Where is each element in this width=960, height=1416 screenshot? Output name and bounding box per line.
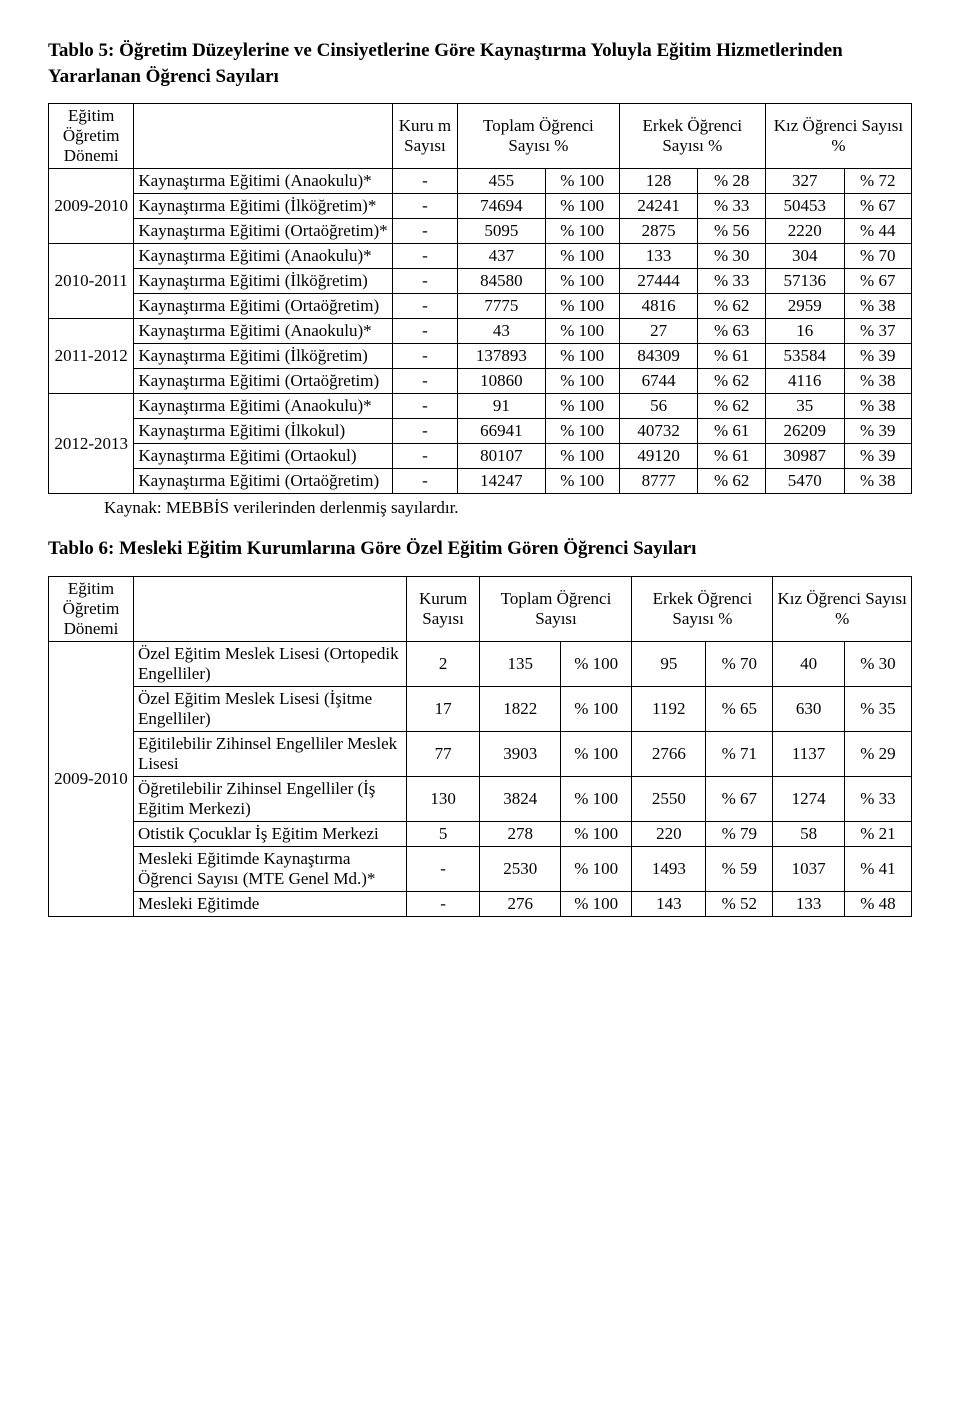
table-row: Kaynaştırma Eğitimi (Ortaöğretim)-14247%… bbox=[49, 469, 912, 494]
table6: Eğitim Öğretim DönemiKurum SayısıToplam … bbox=[48, 576, 912, 917]
table-row: 2009-2010Özel Eğitim Meslek Lisesi (Orto… bbox=[49, 641, 912, 686]
period-cell: 2012-2013 bbox=[49, 394, 134, 494]
table-row: Öğretilebilir Zihinsel Engelliler (İş Eğ… bbox=[49, 776, 912, 821]
table6-title: Tablo 6: Mesleki Eğitim Kurumlarına Göre… bbox=[48, 536, 912, 562]
table6-header-row: Eğitim Öğretim DönemiKurum SayısıToplam … bbox=[49, 576, 912, 641]
period-cell: 2009-2010 bbox=[49, 641, 134, 916]
table-row: Mesleki Eğitimde-276% 100143% 52133% 48 bbox=[49, 891, 912, 916]
table-row: Özel Eğitim Meslek Lisesi (İşitme Engell… bbox=[49, 686, 912, 731]
table-row: Kaynaştırma Eğitimi (İlköğretim)-84580% … bbox=[49, 269, 912, 294]
table-row: Otistik Çocuklar İş Eğitim Merkezi5278% … bbox=[49, 821, 912, 846]
table-row: Kaynaştırma Eğitimi (Ortaokul)-80107% 10… bbox=[49, 444, 912, 469]
period-cell: 2009-2010 bbox=[49, 169, 134, 244]
table-row: Kaynaştırma Eğitimi (İlköğretim)-137893%… bbox=[49, 344, 912, 369]
table-row: 2011-2012Kaynaştırma Eğitimi (Anaokulu)*… bbox=[49, 319, 912, 344]
table-row: Kaynaştırma Eğitimi (İlkokul)-66941% 100… bbox=[49, 419, 912, 444]
table-row: Kaynaştırma Eğitimi (Ortaöğretim)-10860%… bbox=[49, 369, 912, 394]
table-row: Eğitilebilir Zihinsel Engelliler Meslek … bbox=[49, 731, 912, 776]
table5-source: Kaynak: MEBBİS verilerinden derlenmiş sa… bbox=[104, 498, 912, 518]
table5-header-row: Eğitim Öğretim DönemiKuru m SayısıToplam… bbox=[49, 104, 912, 169]
table-row: Kaynaştırma Eğitimi (Ortaöğretim)*-5095%… bbox=[49, 219, 912, 244]
table-row: 2010-2011Kaynaştırma Eğitimi (Anaokulu)*… bbox=[49, 244, 912, 269]
table-row: Kaynaştırma Eğitimi (İlköğretim)*-74694%… bbox=[49, 194, 912, 219]
table-row: 2012-2013Kaynaştırma Eğitimi (Anaokulu)*… bbox=[49, 394, 912, 419]
table-row: Mesleki Eğitimde Kaynaştırma Öğrenci Say… bbox=[49, 846, 912, 891]
period-cell: 2011-2012 bbox=[49, 319, 134, 394]
period-cell: 2010-2011 bbox=[49, 244, 134, 319]
table5: Eğitim Öğretim DönemiKuru m SayısıToplam… bbox=[48, 103, 912, 494]
table-row: 2009-2010Kaynaştırma Eğitimi (Anaokulu)*… bbox=[49, 169, 912, 194]
table5-title: Tablo 5: Öğretim Düzeylerine ve Cinsiyet… bbox=[48, 38, 912, 89]
table-row: Kaynaştırma Eğitimi (Ortaöğretim)-7775% … bbox=[49, 294, 912, 319]
